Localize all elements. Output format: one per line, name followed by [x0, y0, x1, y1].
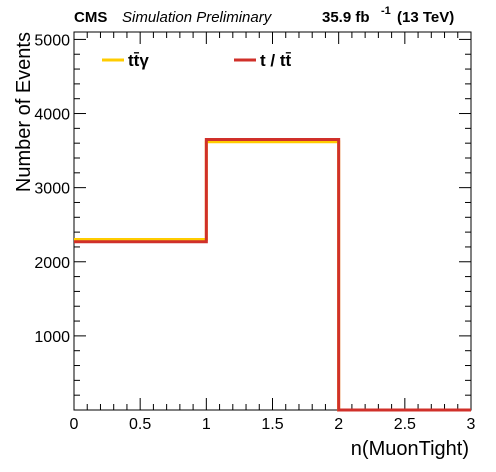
series-layer: [74, 137, 471, 412]
x-axis-title: n(MuonTight): [351, 438, 469, 460]
legend-label-ttgamma: tt̄γ: [128, 51, 149, 70]
lumi-label: 35.9 fb: [322, 9, 370, 26]
x-tick-label: 1.5: [261, 416, 283, 433]
y-tick-label: 2000: [34, 255, 70, 272]
y-axis-title: Number of Events: [13, 32, 35, 192]
legend-label-t-tt: t / tt̄: [260, 51, 291, 70]
axis-ticks: 0 0.5 1 1.5 2 2.5 3 1000 2000 3000 4000 5000: [34, 32, 476, 433]
y-tick-label: 4000: [34, 107, 70, 124]
x-tick-label: 0.5: [129, 416, 151, 433]
series-line-0: [74, 140, 471, 412]
cms-label: CMS: [74, 9, 107, 26]
x-tick-label: 2.5: [394, 416, 416, 433]
plot-frame: [73, 31, 472, 411]
simulation-label: Simulation Preliminary: [122, 9, 273, 26]
y-tick-label: 1000: [34, 329, 70, 346]
y-tick-label: 5000: [34, 32, 70, 49]
x-tick-label: 2: [334, 416, 343, 433]
x-tick-label: 3: [467, 416, 476, 433]
x-tick-label: 0: [70, 416, 79, 433]
series-line-1: [74, 137, 471, 412]
energy-label: (13 TeV): [397, 9, 454, 26]
x-tick-label: 1: [202, 416, 211, 433]
y-tick-label: 3000: [34, 181, 70, 198]
lumi-exponent: -1: [381, 5, 391, 17]
